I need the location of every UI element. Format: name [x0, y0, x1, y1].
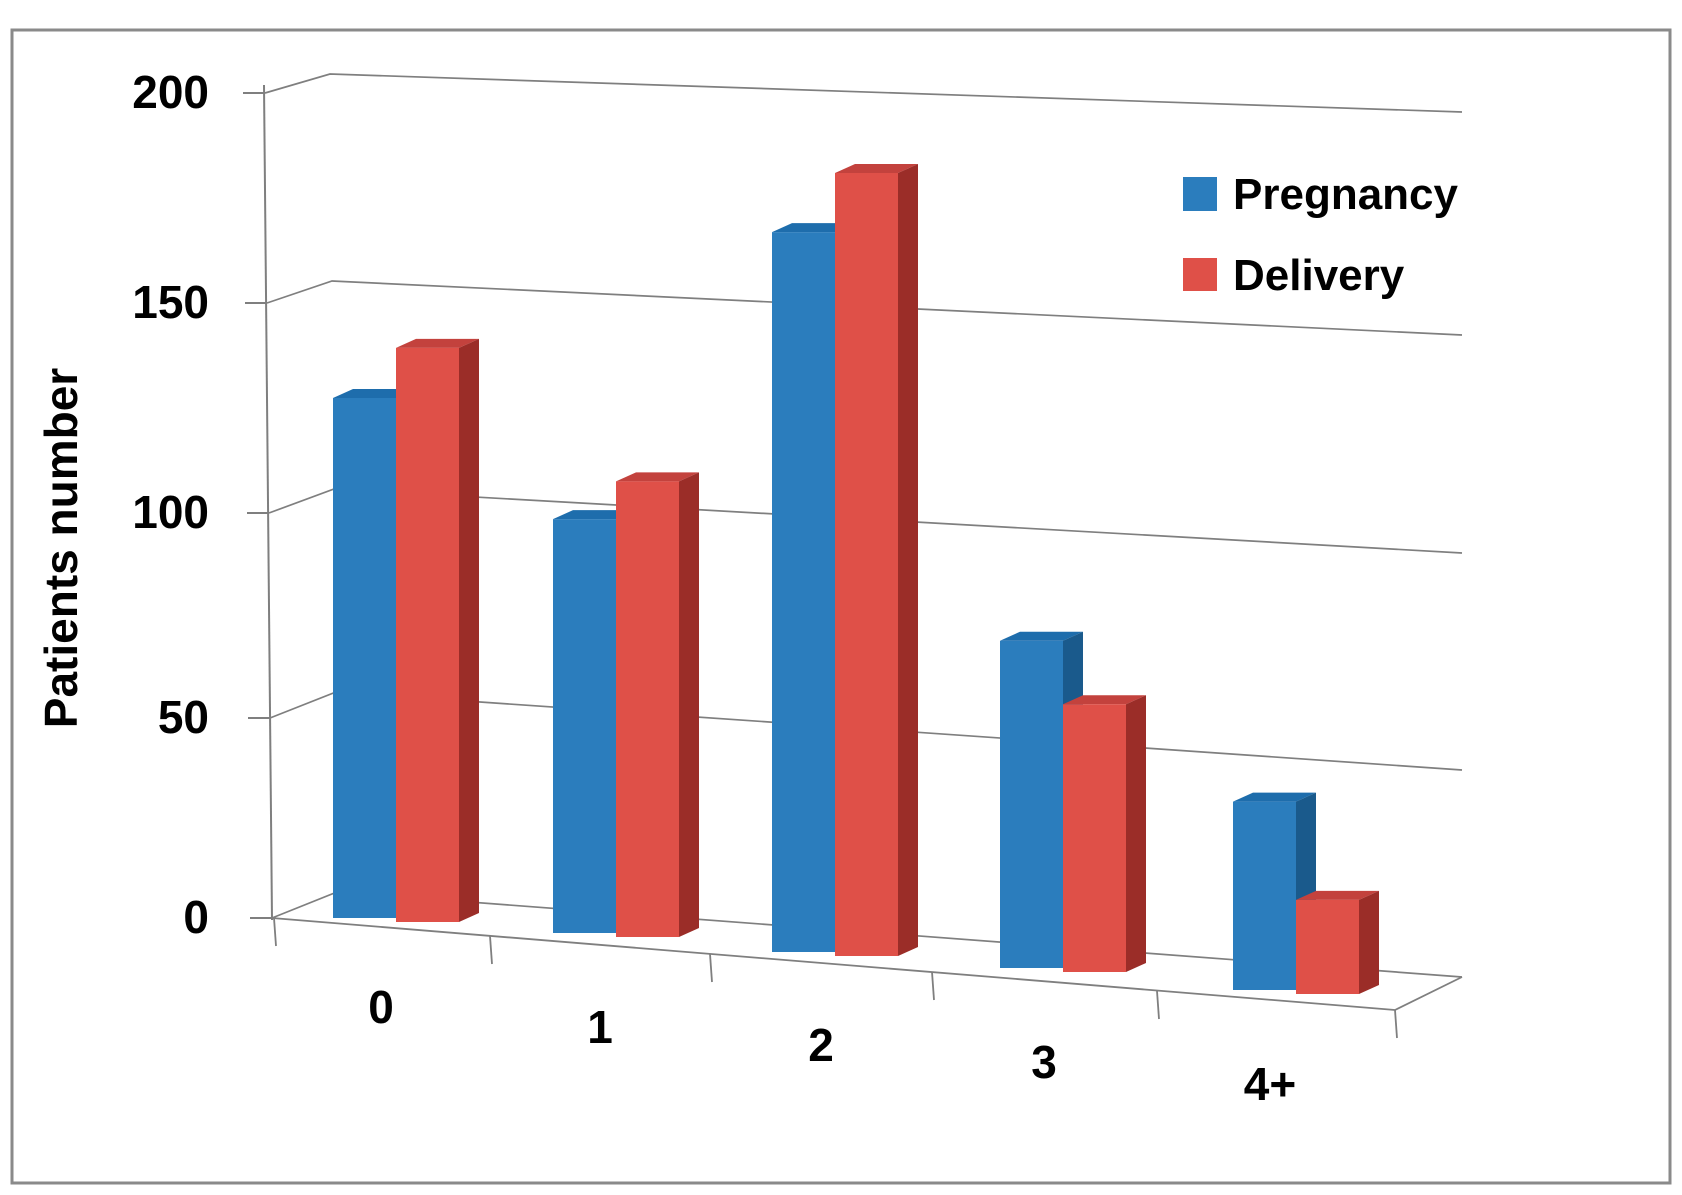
category-label-3: 3 — [1031, 1036, 1057, 1088]
bar-delivery-cat4-side — [1359, 890, 1379, 994]
bar-delivery-cat1-top — [616, 472, 699, 482]
bar-pregnancy-cat2-top — [772, 223, 855, 233]
bar-delivery-cat4-top — [1296, 890, 1379, 900]
figure-border — [10, 28, 1672, 1185]
bar-pregnancy-cat0-top — [333, 389, 416, 398]
bar-delivery-cat1-side — [679, 472, 699, 937]
bar-delivery-cat1 — [616, 481, 679, 937]
bar-pregnancy-cat3-top — [1000, 631, 1083, 641]
x-axis-tick — [709, 953, 713, 983]
bar-delivery-cat4 — [1296, 899, 1359, 994]
bar-pregnancy-cat1 — [553, 519, 616, 933]
legend: Pregnancy Delivery — [1183, 170, 1459, 300]
category-label-0: 0 — [368, 981, 394, 1033]
legend-label-pregnancy: Pregnancy — [1233, 170, 1459, 219]
bar-pregnancy-cat0 — [333, 398, 396, 918]
y-axis-line — [263, 84, 273, 921]
gridline-200 — [264, 73, 1463, 113]
y-axis — [243, 84, 273, 921]
legend-swatch-delivery — [1183, 258, 1217, 291]
x-axis-tick — [489, 935, 493, 965]
category-label-2: 2 — [808, 1019, 834, 1071]
bar-delivery-cat3-side — [1126, 695, 1146, 972]
bar-pregnancy-cat3 — [1000, 640, 1063, 968]
legend-swatch-pregnancy — [1183, 177, 1217, 211]
bar-delivery-cat2-top — [835, 163, 918, 173]
ytick-label-200: 200 — [132, 66, 209, 118]
ytick-label-150: 150 — [132, 276, 209, 328]
bar-delivery-cat0-top — [396, 338, 479, 348]
bar-pregnancy-cat2 — [772, 232, 835, 953]
category-label-4plus: 4+ — [1244, 1058, 1296, 1110]
ytick-label-50: 50 — [158, 691, 209, 743]
bar-delivery-cat0 — [396, 347, 459, 922]
bar-pregnancy-cat4 — [1233, 801, 1296, 990]
ytick-label-100: 100 — [132, 486, 209, 538]
x-axis-tick — [1394, 1009, 1398, 1039]
x-axis-tick — [931, 971, 935, 1001]
bar-delivery-cat2-side — [898, 163, 918, 956]
category-label-1: 1 — [587, 1001, 613, 1053]
plot-floor — [271, 917, 1463, 1039]
bar-delivery-cat3 — [1063, 704, 1126, 972]
legend-label-delivery: Delivery — [1233, 251, 1405, 300]
bars-layer — [333, 163, 1379, 994]
gridline-150 — [266, 280, 1463, 336]
y-axis-title: Patients number — [35, 368, 87, 729]
bar-pregnancy-cat4-top — [1233, 792, 1316, 802]
bar-delivery-cat2 — [835, 172, 898, 956]
bar-delivery-cat0-side — [459, 338, 479, 922]
x-axis-tick — [1156, 990, 1160, 1020]
x-axis-tick — [273, 917, 277, 947]
bar-delivery-cat3-top — [1063, 695, 1146, 705]
bar-pregnancy-cat1-top — [553, 510, 636, 520]
ytick-label-0: 0 — [183, 891, 209, 943]
